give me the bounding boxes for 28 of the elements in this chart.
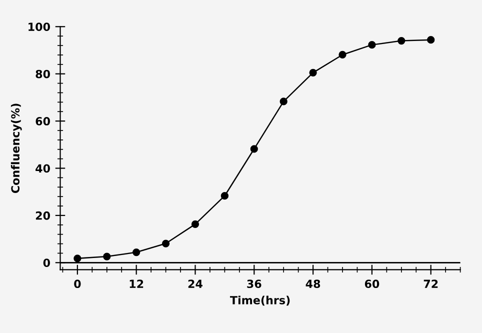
point <box>191 220 200 228</box>
y-tick-label: 100 <box>28 22 50 32</box>
y-tick-label: 80 <box>36 70 50 78</box>
point <box>132 248 140 256</box>
y-axis-title: Confluency(%) <box>10 104 22 194</box>
point <box>250 145 258 153</box>
y-tick-label: 40 <box>36 164 50 173</box>
x-tick-label: 12 <box>130 280 144 288</box>
point <box>220 192 229 200</box>
y-tick-label: 20 <box>36 211 50 220</box>
x-tick-label: 48 <box>306 280 320 288</box>
point <box>103 252 111 260</box>
x-tick-label: 60 <box>364 280 380 288</box>
point <box>74 254 82 262</box>
point <box>280 98 288 106</box>
point <box>427 36 435 44</box>
y-tick-label: 60 <box>36 117 50 126</box>
point <box>338 50 346 59</box>
x-tick-label: 24 <box>188 280 202 288</box>
x-axis-title: Time(hrs) <box>230 296 290 306</box>
point <box>398 36 406 45</box>
y-tick-label: 0 <box>43 258 50 268</box>
x-tick-label: 72 <box>424 280 438 288</box>
x-tick-label: 36 <box>247 280 262 288</box>
point <box>309 68 317 76</box>
x-tick-label: 0 <box>74 280 81 288</box>
point <box>368 40 376 49</box>
point <box>162 240 170 248</box>
